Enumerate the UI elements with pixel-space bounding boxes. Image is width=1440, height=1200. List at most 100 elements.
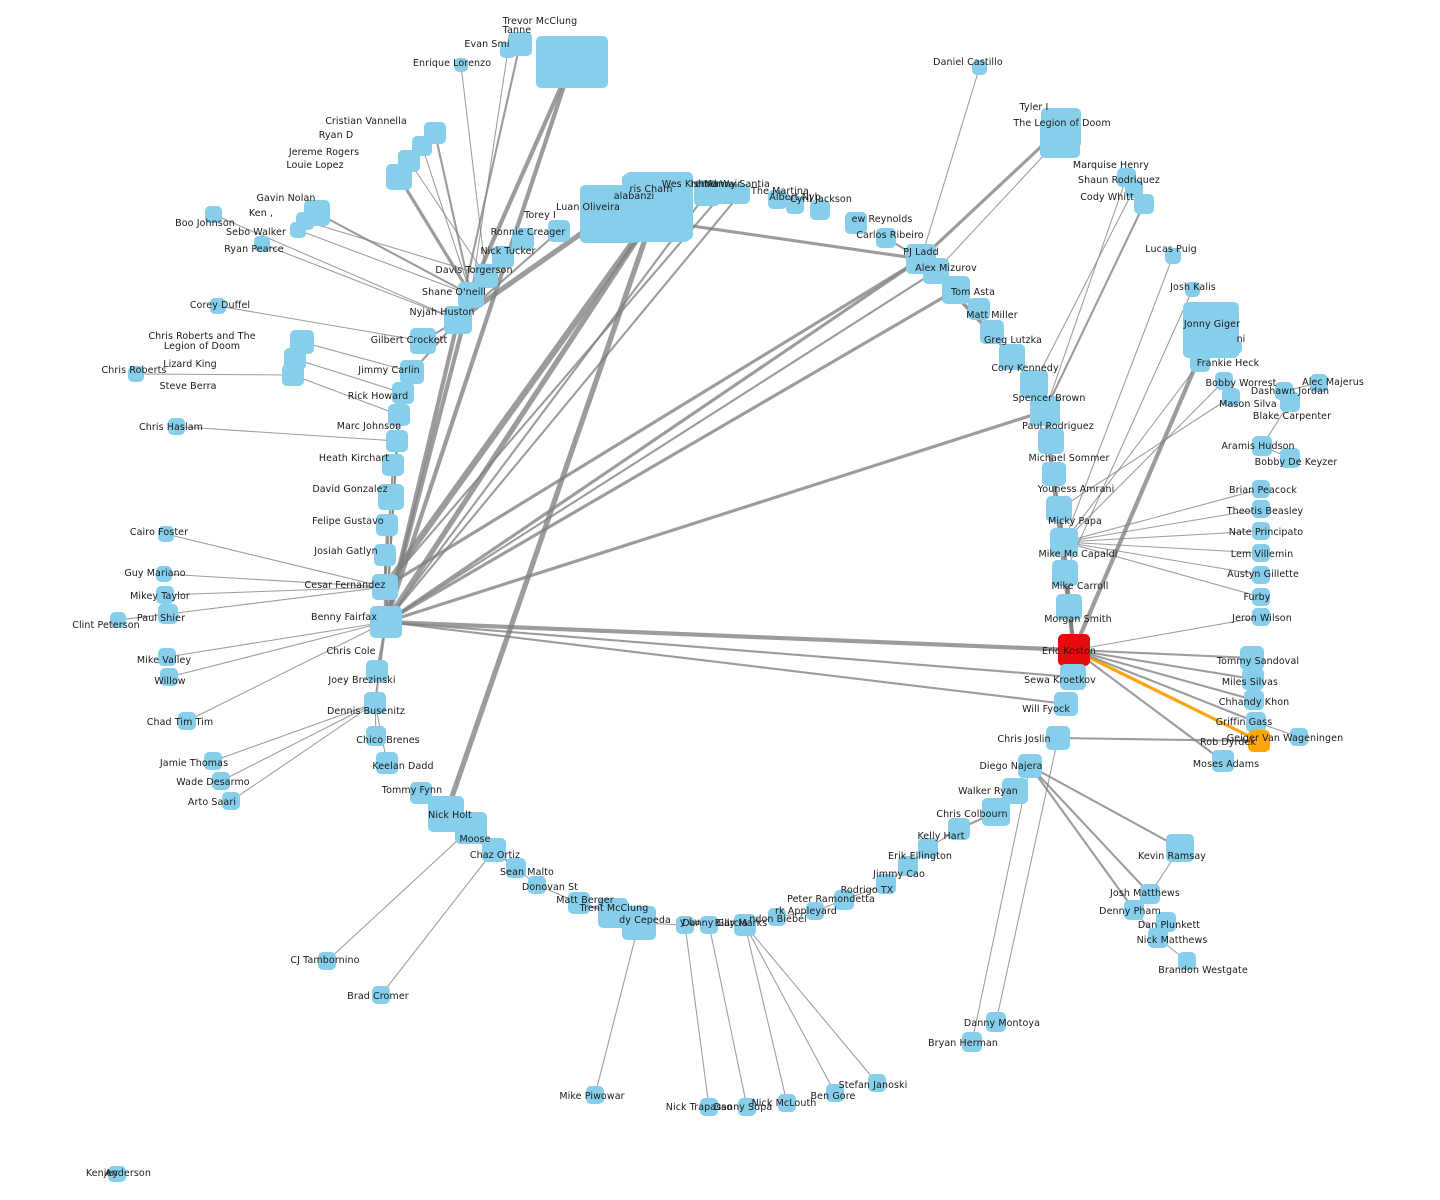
- graph-node[interactable]: [1125, 180, 1143, 198]
- graph-node[interactable]: [738, 1098, 756, 1116]
- graph-node[interactable]: [1020, 370, 1048, 398]
- graph-node[interactable]: [455, 812, 487, 844]
- graph-node[interactable]: [826, 1084, 844, 1102]
- graph-node[interactable]: [382, 454, 404, 476]
- graph-node[interactable]: [376, 752, 398, 774]
- graph-node[interactable]: [1280, 392, 1300, 412]
- graph-node[interactable]: [374, 544, 396, 566]
- graph-node[interactable]: [1252, 522, 1270, 540]
- graph-node[interactable]: [1212, 750, 1234, 772]
- graph-node[interactable]: [222, 792, 240, 810]
- graph-node[interactable]: [1148, 928, 1168, 948]
- graph-node[interactable]: [212, 772, 230, 790]
- graph-node[interactable]: [400, 360, 424, 384]
- graph-node[interactable]: [178, 712, 196, 730]
- graph-node[interactable]: [1166, 834, 1194, 862]
- graph-node[interactable]: [1240, 646, 1264, 670]
- graph-node[interactable]: [948, 818, 970, 840]
- graph-node[interactable]: [410, 782, 432, 804]
- graph-node[interactable]: [410, 328, 436, 354]
- graph-node[interactable]: [110, 612, 126, 628]
- graph-node[interactable]: [444, 306, 472, 334]
- graph-node[interactable]: [110, 1166, 126, 1182]
- graph-node[interactable]: [372, 986, 390, 1004]
- graph-node[interactable]: [1244, 690, 1264, 710]
- graph-node[interactable]: [458, 282, 484, 308]
- graph-node[interactable]: [290, 222, 306, 238]
- graph-node[interactable]: [204, 752, 222, 770]
- graph-node[interactable]: [158, 604, 178, 624]
- graph-node[interactable]: [778, 1094, 796, 1112]
- graph-node[interactable]: [810, 200, 830, 220]
- graph-node[interactable]: [1050, 528, 1078, 556]
- graph-node[interactable]: [1165, 248, 1181, 264]
- graph-node[interactable]: [1052, 560, 1078, 586]
- graph-node[interactable]: [1018, 754, 1042, 778]
- graph-node[interactable]: [506, 858, 526, 878]
- graph-node[interactable]: [318, 952, 336, 970]
- graph-node[interactable]: [768, 190, 787, 209]
- graph-node[interactable]: [386, 430, 408, 452]
- graph-node[interactable]: [160, 668, 178, 686]
- graph-node[interactable]: [622, 174, 690, 242]
- graph-node[interactable]: [786, 196, 804, 214]
- graph-node[interactable]: [1185, 282, 1200, 297]
- graph-node[interactable]: [1038, 428, 1064, 454]
- graph-node[interactable]: [500, 42, 516, 58]
- graph-node[interactable]: [168, 418, 185, 435]
- graph-node[interactable]: [512, 228, 534, 250]
- graph-node[interactable]: [1252, 480, 1270, 498]
- graph-node[interactable]: [536, 36, 608, 88]
- graph-node[interactable]: [156, 586, 174, 604]
- graph-node[interactable]: [210, 298, 226, 314]
- graph-node[interactable]: [205, 206, 222, 223]
- graph-node[interactable]: [1178, 952, 1196, 970]
- graph-node[interactable]: [1190, 352, 1210, 372]
- graph-node[interactable]: [1252, 566, 1270, 584]
- graph-node[interactable]: [492, 246, 514, 268]
- graph-node[interactable]: [868, 1074, 886, 1092]
- graph-node[interactable]: [700, 916, 718, 934]
- graph-node[interactable]: [1046, 726, 1070, 750]
- graph-node[interactable]: [158, 648, 176, 666]
- graph-node[interactable]: [1290, 728, 1308, 746]
- graph-node[interactable]: [834, 890, 854, 910]
- graph-node[interactable]: [968, 298, 990, 320]
- graph-node[interactable]: [942, 276, 970, 304]
- graph-node[interactable]: [1252, 608, 1270, 626]
- graph-node[interactable]: [980, 320, 1004, 344]
- graph-node[interactable]: [1046, 496, 1072, 522]
- graph-node[interactable]: [1156, 912, 1176, 932]
- graph-node[interactable]: [128, 366, 144, 382]
- graph-node[interactable]: [730, 184, 750, 204]
- graph-node[interactable]: [734, 914, 756, 936]
- graph-node[interactable]: [364, 692, 386, 714]
- graph-node[interactable]: [282, 364, 304, 386]
- graph-node[interactable]: [999, 344, 1025, 370]
- graph-node[interactable]: [1040, 118, 1080, 158]
- graph-node[interactable]: [528, 876, 546, 894]
- graph-node[interactable]: [962, 1032, 982, 1052]
- graph-node[interactable]: [386, 164, 412, 190]
- graph-node[interactable]: [1252, 544, 1270, 562]
- graph-node[interactable]: [918, 838, 938, 858]
- graph-node[interactable]: [622, 906, 656, 940]
- graph-node[interactable]: [1242, 668, 1264, 690]
- graph-node[interactable]: [982, 798, 1010, 826]
- graph-node[interactable]: [366, 660, 388, 682]
- graph-node[interactable]: [1222, 388, 1240, 406]
- graph-node[interactable]: [372, 574, 398, 600]
- graph-node[interactable]: [1058, 634, 1090, 666]
- graph-node[interactable]: [156, 566, 172, 582]
- graph-node[interactable]: [568, 892, 590, 914]
- graph-node[interactable]: [1280, 448, 1300, 468]
- graph-node[interactable]: [1228, 340, 1242, 354]
- graph-node[interactable]: [876, 228, 896, 248]
- graph-node[interactable]: [1124, 900, 1144, 920]
- graph-node[interactable]: [806, 902, 824, 920]
- graph-node[interactable]: [254, 236, 270, 252]
- graph-node[interactable]: [986, 1012, 1006, 1032]
- graph-node[interactable]: [392, 382, 414, 404]
- graph-node[interactable]: [712, 182, 734, 204]
- graph-node[interactable]: [482, 838, 506, 862]
